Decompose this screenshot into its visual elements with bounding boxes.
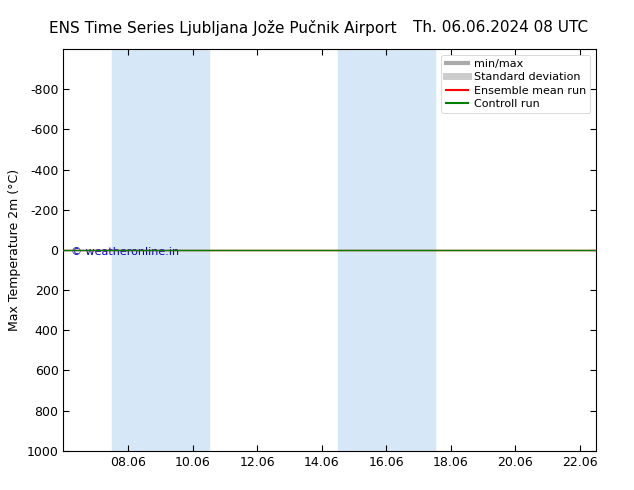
Text: © weatheronline.in: © weatheronline.in — [72, 247, 179, 257]
Text: Th. 06.06.2024 08 UTC: Th. 06.06.2024 08 UTC — [413, 20, 588, 35]
Text: ENS Time Series Ljubljana Jože Pučnik Airport: ENS Time Series Ljubljana Jože Pučnik Ai… — [49, 20, 397, 36]
Y-axis label: Max Temperature 2m (°C): Max Temperature 2m (°C) — [8, 169, 21, 331]
Bar — [112, 49, 160, 451]
Bar — [338, 49, 386, 451]
Legend: min/max, Standard deviation, Ensemble mean run, Controll run: min/max, Standard deviation, Ensemble me… — [441, 54, 590, 114]
Bar — [386, 49, 434, 451]
Bar — [160, 49, 209, 451]
